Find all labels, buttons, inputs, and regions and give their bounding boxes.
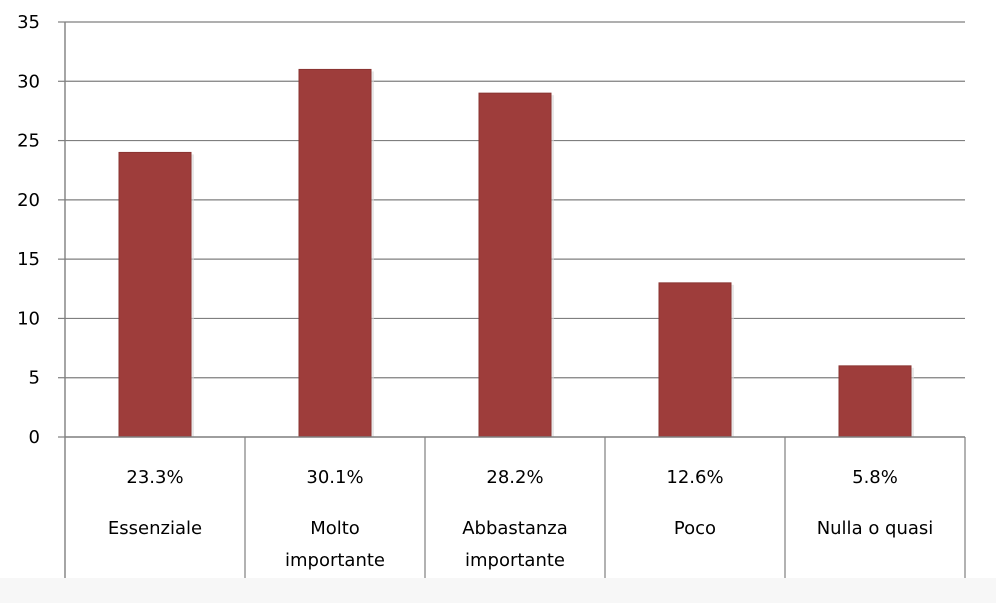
category-name-label: importante	[285, 550, 385, 571]
category-percent-label: 5.8%	[852, 467, 898, 488]
category-percent-label: 12.6%	[666, 467, 723, 488]
category-name-label: importante	[465, 550, 565, 571]
bar-chart: 0 5 10 15 20 25 30 35 23.3% Essenziale 30.1% Molto…	[17, 12, 966, 578]
y-tick-label: 20	[17, 190, 40, 211]
category-labels: 23.3% Essenziale 30.1% Molto importante 28.2%…	[108, 467, 933, 571]
y-tick-label: 5	[29, 368, 40, 389]
chart-panel: 0 5 10 15 20 25 30 35 23.3% Essenziale 30.1% Molto…	[17, 12, 966, 578]
category-percent-label: 23.3%	[126, 467, 183, 488]
y-tick-labels: 0 5 10 15 20 25 30 35	[17, 12, 40, 448]
category-name-label: Abbastanza	[462, 518, 568, 539]
category-percent-label: 28.2%	[486, 467, 543, 488]
y-tick-label: 10	[17, 308, 40, 329]
category-name-label: Nulla o quasi	[817, 518, 934, 539]
y-tick-label: 25	[17, 131, 40, 152]
bars	[118, 68, 914, 438]
y-tick-label: 0	[29, 427, 40, 448]
category-percent-label: 30.1%	[306, 467, 363, 488]
category-name-label: Molto	[310, 518, 360, 539]
bar	[658, 282, 732, 438]
bar	[298, 68, 372, 438]
category-name-label: Poco	[674, 518, 716, 539]
bar	[118, 151, 192, 438]
category-name-label: Essenziale	[108, 518, 202, 539]
y-tick-label: 30	[17, 71, 40, 92]
y-tick-label: 35	[17, 12, 40, 33]
bar	[838, 365, 912, 438]
axes	[58, 21, 966, 578]
bar	[478, 92, 552, 438]
y-tick-label: 15	[17, 249, 40, 270]
